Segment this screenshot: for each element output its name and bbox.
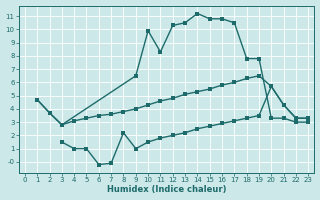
X-axis label: Humidex (Indice chaleur): Humidex (Indice chaleur) — [107, 185, 226, 194]
